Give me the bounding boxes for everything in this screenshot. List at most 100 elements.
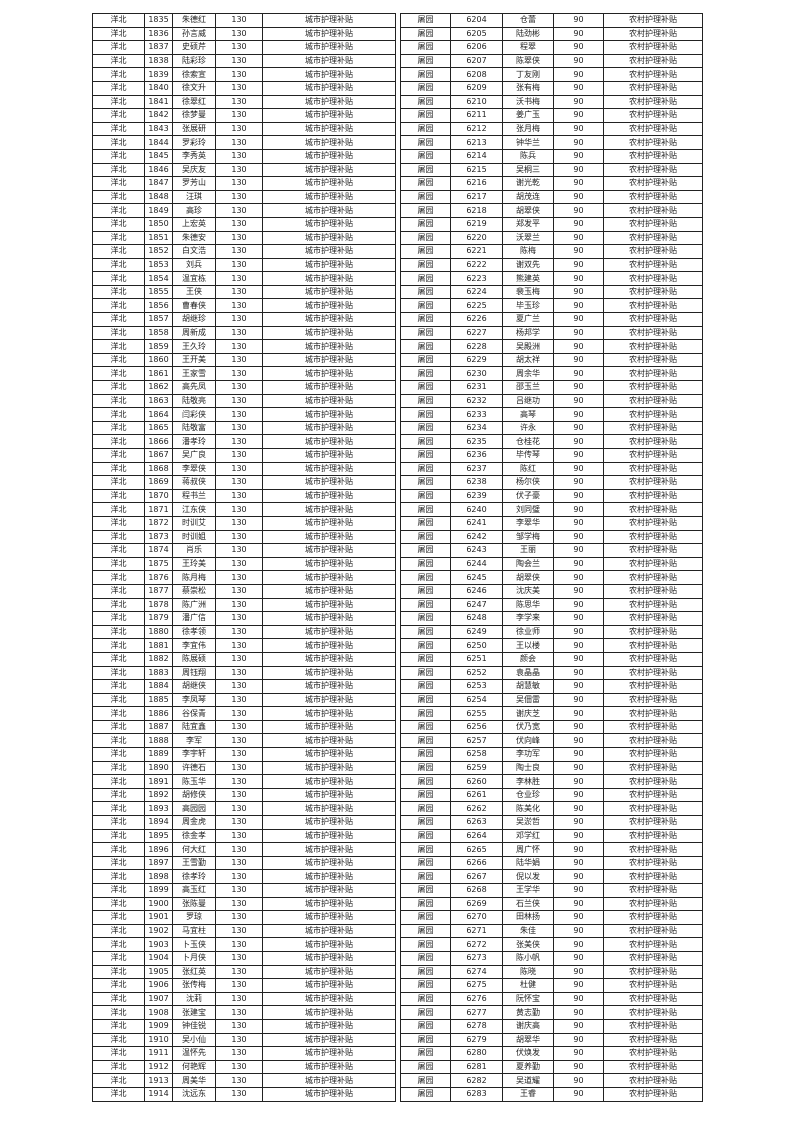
id-cell: 6207 bbox=[450, 53, 503, 69]
amount-cell: 130 bbox=[215, 475, 263, 490]
table-row: 屠园 6271 朱佳 90 农村护理补贴 bbox=[400, 923, 703, 939]
id-cell: 1892 bbox=[144, 787, 173, 803]
table-row: 屠园 6244 陶会兰 90 农村护理补贴 bbox=[400, 556, 703, 572]
name-cell: 徐孝玲 bbox=[172, 869, 216, 884]
table-row: 洋北 1848 汪琪 130 城市护理补贴 bbox=[92, 189, 396, 205]
subsidy-type-cell: 城市护理补贴 bbox=[262, 461, 396, 477]
id-cell: 6245 bbox=[450, 570, 503, 585]
subsidy-type-cell: 农村护理补贴 bbox=[603, 502, 703, 517]
amount-cell: 130 bbox=[215, 842, 263, 857]
table-row: 屠园 6260 李林胜 90 农村护理补贴 bbox=[400, 774, 703, 789]
district-cell: 洋北 bbox=[92, 815, 145, 830]
id-cell: 6221 bbox=[450, 244, 503, 259]
name-cell: 李学来 bbox=[502, 611, 554, 626]
district-cell: 洋北 bbox=[92, 40, 145, 55]
table-row: 屠园 6246 沈庆美 90 农村护理补贴 bbox=[400, 583, 703, 599]
id-cell: 1913 bbox=[144, 1073, 173, 1088]
id-cell: 1851 bbox=[144, 230, 173, 246]
subsidy-type-cell: 农村护理补贴 bbox=[603, 475, 703, 490]
subsidy-type-cell: 城市护理补贴 bbox=[262, 869, 396, 884]
district-cell: 屠园 bbox=[400, 26, 451, 42]
subsidy-type-cell: 城市护理补贴 bbox=[262, 40, 396, 55]
amount-cell: 90 bbox=[553, 665, 604, 681]
amount-cell: 90 bbox=[553, 1073, 604, 1088]
table-row: 屠园 6228 吴殿洲 90 农村护理补贴 bbox=[400, 339, 703, 354]
amount-cell: 90 bbox=[553, 991, 604, 1007]
name-cell: 罗琼 bbox=[172, 910, 216, 925]
district-cell: 洋北 bbox=[92, 135, 145, 150]
id-cell: 6224 bbox=[450, 284, 503, 300]
district-cell: 洋北 bbox=[92, 325, 145, 341]
table-row: 屠园 6220 沃翠兰 90 农村护理补贴 bbox=[400, 230, 703, 246]
amount-cell: 90 bbox=[553, 815, 604, 830]
id-cell: 1868 bbox=[144, 461, 173, 477]
amount-cell: 90 bbox=[553, 189, 604, 205]
district-cell: 屠园 bbox=[400, 937, 451, 952]
subsidy-type-cell: 城市护理补贴 bbox=[262, 434, 396, 449]
amount-cell: 130 bbox=[215, 747, 263, 762]
district-cell: 洋北 bbox=[92, 80, 145, 96]
subsidy-type-cell: 农村护理补贴 bbox=[603, 842, 703, 857]
district-cell: 洋北 bbox=[92, 448, 145, 463]
subsidy-type-cell: 城市护理补贴 bbox=[262, 1005, 396, 1020]
district-cell: 屠园 bbox=[400, 679, 451, 694]
subsidy-type-cell: 城市护理补贴 bbox=[262, 108, 396, 123]
district-cell: 屠园 bbox=[400, 515, 451, 531]
amount-cell: 130 bbox=[215, 774, 263, 789]
district-cell: 洋北 bbox=[92, 1032, 145, 1048]
subsidy-type-cell: 农村护理补贴 bbox=[603, 570, 703, 585]
subsidy-type-cell: 农村护理补贴 bbox=[603, 284, 703, 300]
district-cell: 屠园 bbox=[400, 189, 451, 205]
table-row: 洋北 1842 徐梦曼 130 城市护理补贴 bbox=[92, 108, 396, 123]
id-cell: 6217 bbox=[450, 189, 503, 205]
name-cell: 周新成 bbox=[172, 325, 216, 341]
subsidy-type-cell: 城市护理补贴 bbox=[262, 896, 396, 912]
id-cell: 1910 bbox=[144, 1032, 173, 1048]
subsidy-type-cell: 农村护理补贴 bbox=[603, 869, 703, 884]
district-cell: 屠园 bbox=[400, 638, 451, 653]
name-cell: 胡翠侠 bbox=[502, 203, 554, 218]
table-row: 屠园 6210 沃书梅 90 农村护理补贴 bbox=[400, 94, 703, 110]
table-row: 洋北 1893 高园园 130 城市护理补贴 bbox=[92, 801, 396, 817]
amount-cell: 90 bbox=[553, 515, 604, 531]
subsidy-type-cell: 农村护理补贴 bbox=[603, 910, 703, 925]
amount-cell: 90 bbox=[553, 583, 604, 599]
subsidy-type-cell: 农村护理补贴 bbox=[603, 312, 703, 327]
name-cell: 伏焕发 bbox=[502, 1046, 554, 1061]
subsidy-type-cell: 城市护理补贴 bbox=[262, 624, 396, 640]
district-cell: 屠园 bbox=[400, 407, 451, 422]
subsidy-type-cell: 农村护理补贴 bbox=[603, 121, 703, 137]
name-cell: 陶士良 bbox=[502, 760, 554, 776]
amount-cell: 90 bbox=[553, 842, 604, 857]
name-cell: 陈思华 bbox=[502, 597, 554, 613]
amount-cell: 130 bbox=[215, 665, 263, 681]
amount-cell: 130 bbox=[215, 502, 263, 517]
id-cell: 6272 bbox=[450, 937, 503, 952]
table-row: 屠园 6251 颜会 90 农村护理补贴 bbox=[400, 651, 703, 667]
district-cell: 屠园 bbox=[400, 760, 451, 776]
subsidy-type-cell: 城市护理补贴 bbox=[262, 339, 396, 354]
amount-cell: 130 bbox=[215, 434, 263, 449]
name-cell: 吴桐三 bbox=[502, 162, 554, 178]
id-cell: 6234 bbox=[450, 420, 503, 436]
id-cell: 6255 bbox=[450, 706, 503, 721]
amount-cell: 90 bbox=[553, 108, 604, 123]
table-row: 洋北 1850 上宏英 130 城市护理补贴 bbox=[92, 216, 396, 232]
district-cell: 屠园 bbox=[400, 869, 451, 884]
amount-cell: 90 bbox=[553, 434, 604, 449]
amount-cell: 90 bbox=[553, 312, 604, 327]
table-row: 洋北 1903 卜玉侠 130 城市护理补贴 bbox=[92, 937, 396, 952]
table-row: 洋北 1879 潘广信 130 城市护理补贴 bbox=[92, 611, 396, 626]
name-cell: 李宜伟 bbox=[172, 638, 216, 653]
name-cell: 杜健 bbox=[502, 978, 554, 993]
id-cell: 1895 bbox=[144, 828, 173, 844]
name-cell: 高珍 bbox=[172, 203, 216, 218]
id-cell: 6218 bbox=[450, 203, 503, 218]
id-cell: 1876 bbox=[144, 570, 173, 585]
district-cell: 洋北 bbox=[92, 679, 145, 694]
subsidy-type-cell: 城市护理补贴 bbox=[262, 787, 396, 803]
subsidy-type-cell: 农村护理补贴 bbox=[603, 80, 703, 96]
table-row: 洋北 1873 时训姐 130 城市护理补贴 bbox=[92, 529, 396, 545]
subsidy-type-cell: 城市护理补贴 bbox=[262, 529, 396, 545]
subsidy-type-cell: 城市护理补贴 bbox=[262, 80, 396, 96]
